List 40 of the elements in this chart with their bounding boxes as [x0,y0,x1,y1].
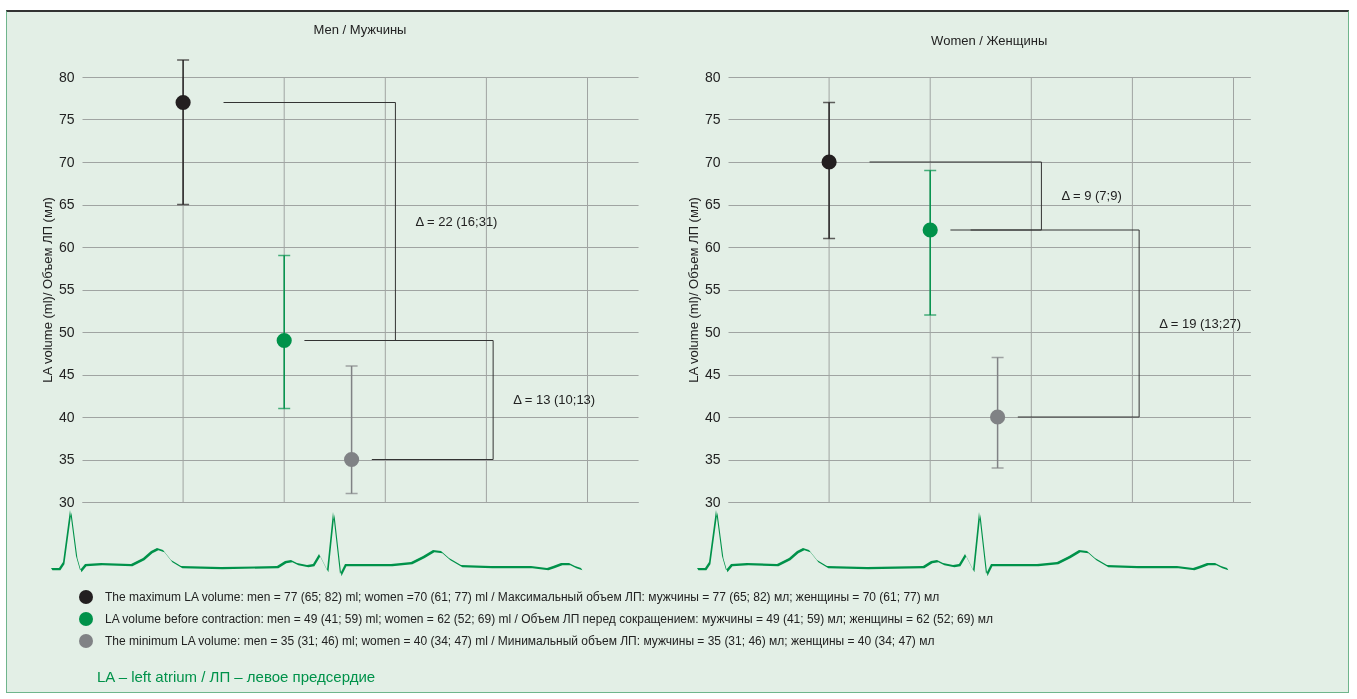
annotation: Δ = 19 (13;27) [1159,315,1242,331]
point [175,94,191,111]
y-tick-label: 30 [58,493,75,510]
y-tick-label: 60 [704,238,721,255]
y-axis-title: LA volume (ml)/ Объем ЛП (мл) [685,197,701,383]
y-tick-label: 75 [704,111,721,127]
annotation: Δ = 13 (10;13) [513,392,596,407]
y-tick-label: 40 [704,408,721,425]
y-tick-label: 55 [58,281,75,297]
y-tick-label: 45 [58,366,75,382]
y-tick-label: 65 [704,196,721,212]
point [276,332,292,349]
text: LA – left atrium / ЛП – левое предсердие [97,668,376,685]
y-tick-label: 30 [704,493,721,510]
y-tick-label: 50 [704,323,721,340]
y-tick-label: 75 [58,111,75,127]
y-axis-title: LA volume (ml)/ Объем ЛП (мл) [39,197,55,383]
chart-title: Women / Женщины [931,33,1048,48]
point [922,222,938,238]
annotation: Δ = 9 (7;9) [1061,188,1122,203]
point [821,154,837,170]
annotation: Δ = 22 (16;31) [415,213,498,229]
y-tick-label: 70 [58,153,75,170]
legend-label: The minimum LA volume: men = 35 (31; 46) ml; women = 40 (34; 47) ml / Минимальный объем ЛП: мужчины = 35 (31; 46) мл; женщины = 40 (34; 47) мл [105,634,935,648]
y-tick-label: 80 [58,68,75,85]
legend-label: The maximum LA volume: men = 77 (65; 82) ml; women =70 (61; 77) ml / Максимальный объем ЛП: мужчины = 77 (65; 82) мл; женщины = 70 (61; 77) мл [105,590,940,604]
chart-title: Men / Мужчины [313,22,407,38]
y-tick-label: 50 [58,323,75,340]
y-tick-label: 60 [58,238,75,255]
y-tick-label: 40 [58,408,75,425]
y-tick-label: 45 [704,366,721,382]
y-tick-label: 35 [58,451,75,467]
y-tick-label: 70 [704,153,721,170]
y-tick-label: 55 [704,281,721,297]
point [344,451,360,468]
legend-label: LA volume before contraction: men = 49 (41; 59) ml; women = 62 (52; 69) ml / Объем ЛП перед сокращением: мужчины = 49 (41; 59) мл; женщины = 62 (52; 69) мл [105,612,993,626]
y-tick-label: 65 [58,196,75,212]
y-tick-label: 35 [704,451,721,467]
point [990,409,1006,425]
y-tick-label: 80 [704,68,721,85]
